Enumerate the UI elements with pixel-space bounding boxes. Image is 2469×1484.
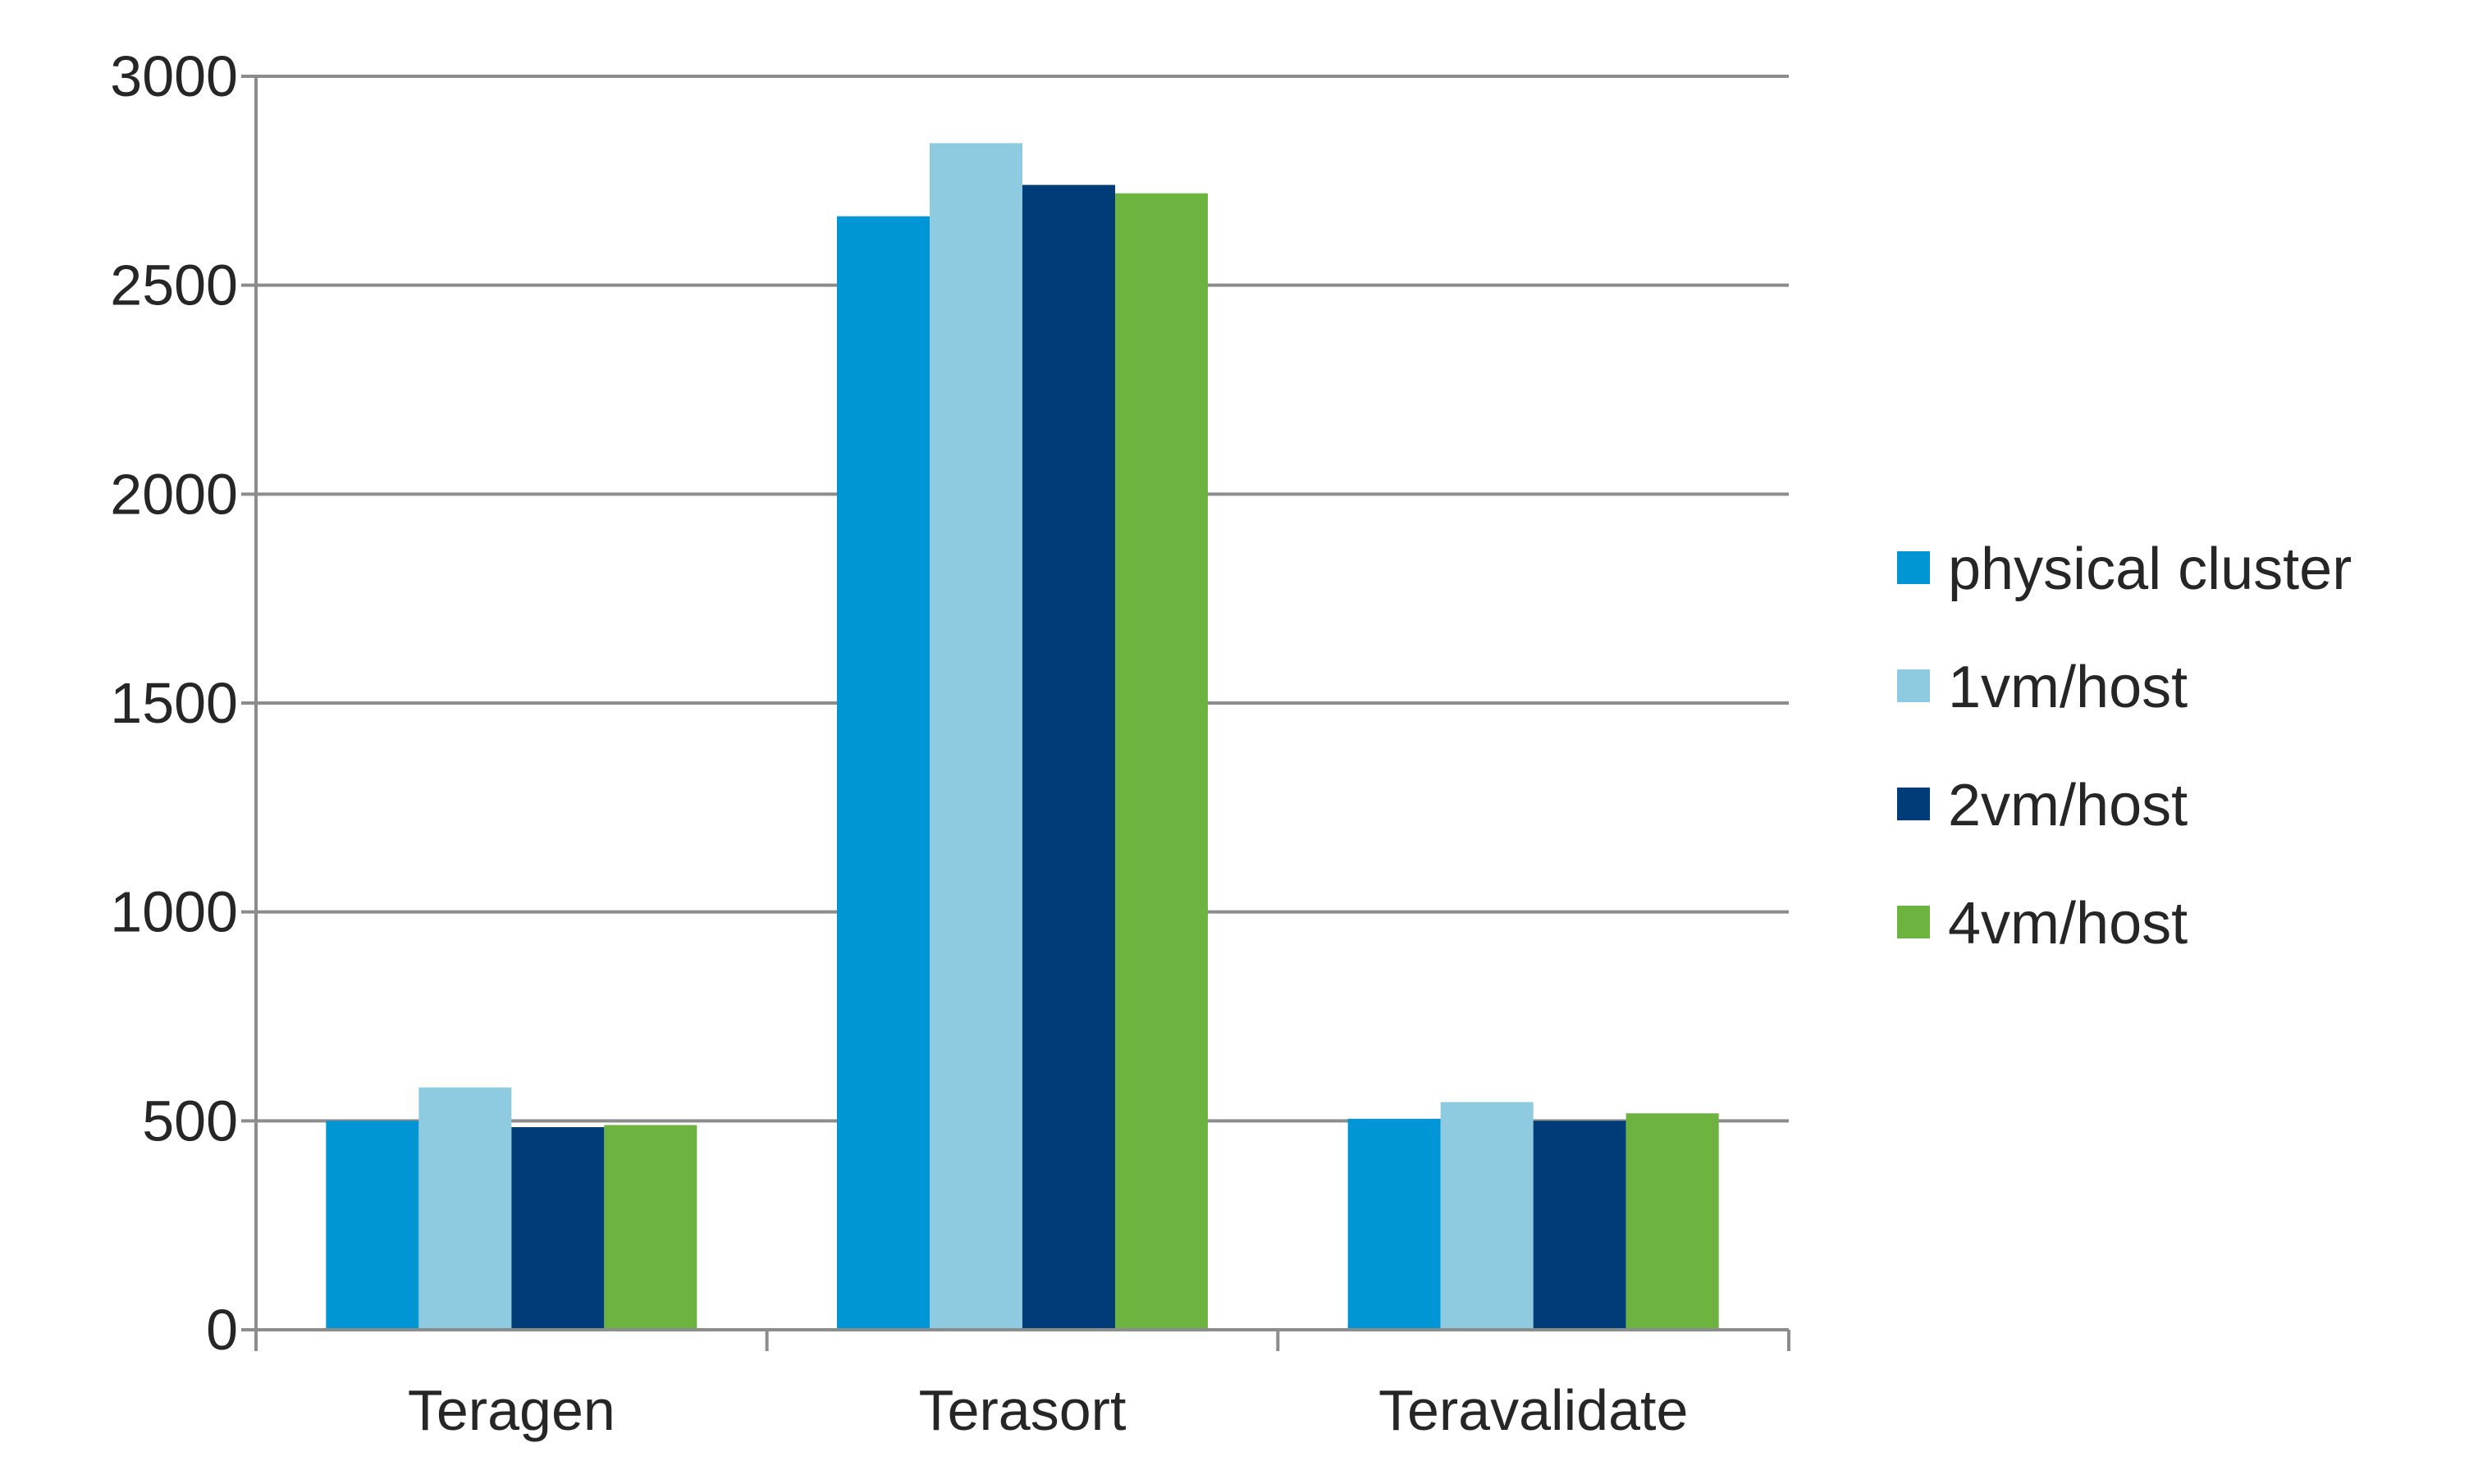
- legend-swatch: [1897, 669, 1930, 702]
- bar-teragen-0: [326, 1121, 419, 1330]
- bar-terasort-2: [1022, 185, 1115, 1331]
- y-tick-labels: 0 500 1000 1500 2000 2500 3000: [110, 44, 238, 1362]
- y-tick-label: 2500: [110, 253, 238, 317]
- bar-teravalidate-3: [1625, 1113, 1719, 1330]
- legend: physical cluster 1vm/host 2vm/host 4vm/host: [1897, 537, 2352, 957]
- y-tick-label: 3000: [110, 44, 238, 108]
- bar-teragen-1: [418, 1087, 512, 1330]
- y-tick-label: 0: [206, 1298, 238, 1362]
- x-tick-label: Teragen: [408, 1378, 615, 1442]
- axes: [241, 76, 1790, 1351]
- bar-teragen-2: [511, 1126, 605, 1330]
- bar-teravalidate-0: [1347, 1118, 1441, 1330]
- legend-swatch: [1897, 906, 1930, 938]
- bar-teravalidate-1: [1440, 1102, 1534, 1330]
- bar-terasort-3: [1115, 193, 1208, 1331]
- x-tick-label: Terasort: [919, 1378, 1127, 1442]
- legend-label: 1vm/host: [1948, 655, 2188, 720]
- legend-label: 4vm/host: [1948, 891, 2188, 957]
- x-tick-labels: Teragen Terasort Teravalidate: [408, 1378, 1689, 1442]
- bar-terasort-0: [837, 216, 930, 1330]
- legend-label: 2vm/host: [1948, 773, 2188, 838]
- y-tick-label: 1500: [110, 671, 238, 735]
- legend-swatch: [1897, 551, 1930, 584]
- legend-label: physical cluster: [1948, 537, 2352, 602]
- bar-teragen-3: [604, 1125, 697, 1330]
- y-tick-label: 2000: [110, 462, 238, 526]
- bar-terasort-1: [930, 143, 1022, 1331]
- y-tick-label: 1000: [110, 880, 238, 944]
- x-tick-label: Teravalidate: [1379, 1378, 1688, 1442]
- bar-teravalidate-2: [1533, 1121, 1626, 1330]
- legend-swatch: [1897, 788, 1930, 820]
- y-tick-label: 500: [142, 1089, 238, 1153]
- bars: [326, 143, 1719, 1331]
